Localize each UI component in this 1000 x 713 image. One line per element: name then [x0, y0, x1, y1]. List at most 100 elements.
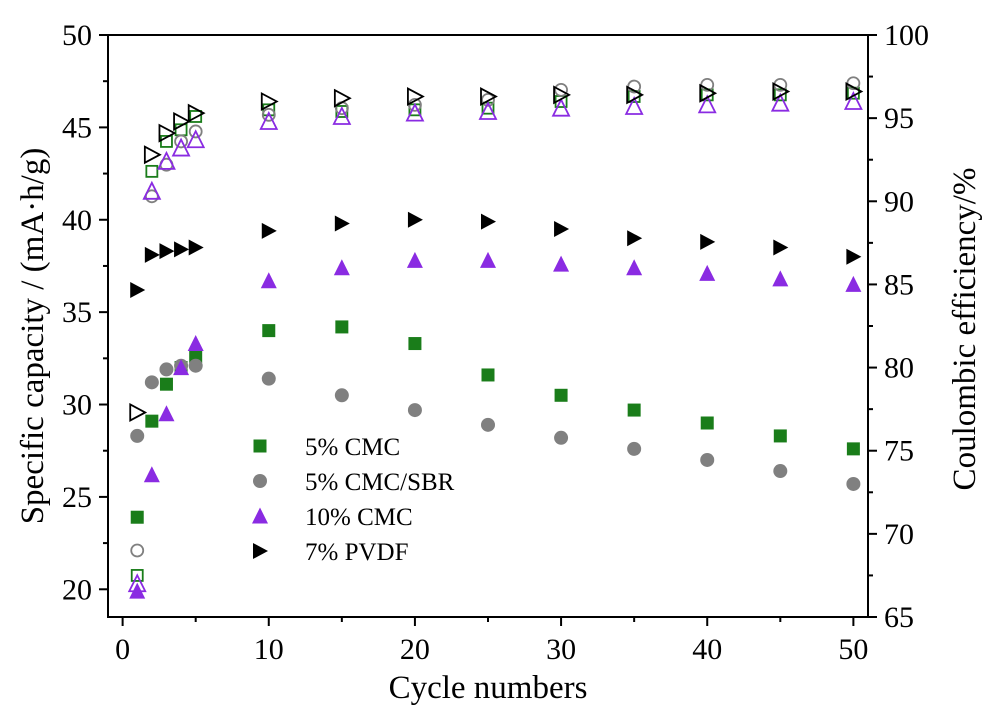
legend: 5% CMC 5% CMC/SBR 10% CMC 7% PVDF [252, 434, 455, 566]
point-7-pvdf-efficiency [260, 92, 279, 112]
y-right-tick-label: 65 [884, 601, 914, 634]
legend-marker [253, 439, 267, 453]
point-5-cmc-sbr-capacity [261, 371, 276, 386]
point-5-cmc-capacity [262, 324, 276, 338]
point-7-pvdf-efficiency [333, 88, 352, 108]
x-tick-label: 50 [838, 633, 868, 666]
point-7-pvdf-capacity [846, 248, 862, 265]
x-tick-label: 20 [400, 633, 430, 666]
y-right-tick-label: 80 [884, 352, 914, 385]
point-7-pvdf-capacity [481, 213, 496, 230]
point-7-pvdf-efficiency [143, 145, 162, 165]
point-5-cmc-sbr-efficiency [261, 107, 276, 122]
point-5-cmc-efficiency [130, 569, 144, 582]
point-5-cmc-capacity [130, 510, 144, 524]
point-7-pvdf-efficiency [158, 123, 177, 143]
point-5-cmc-sbr-efficiency [481, 92, 495, 107]
point-5-cmc-sbr-capacity [188, 358, 203, 373]
point-7-pvdf-efficiency [845, 82, 864, 102]
point-10-cmc-efficiency [332, 105, 352, 125]
point-7-pvdf-efficiency [129, 402, 148, 422]
point-10-cmc-efficiency [186, 129, 206, 149]
point-10-cmc-efficiency [405, 102, 425, 122]
legend-marker [253, 474, 267, 488]
x-tick-label: 30 [546, 633, 576, 666]
point-5-cmc-sbr-capacity [481, 417, 495, 432]
point-5-cmc-capacity [554, 388, 568, 402]
point-5-cmc-capacity [481, 368, 495, 382]
x-axis-title: Cycle numbers [389, 670, 588, 706]
point-10-cmc-capacity [143, 466, 160, 483]
point-10-cmc-capacity [699, 264, 716, 281]
legend-label: 5% CMC [305, 434, 400, 461]
point-10-cmc-efficiency [697, 94, 717, 114]
point-10-cmc-efficiency [551, 97, 571, 117]
y-left-tick-label: 35 [62, 296, 92, 329]
point-5-cmc-efficiency [262, 103, 276, 117]
point-10-cmc-capacity [260, 272, 277, 289]
point-5-cmc-sbr-efficiency [188, 124, 203, 139]
y-right-tick-label: 90 [884, 185, 914, 218]
point-10-cmc-efficiency [478, 100, 498, 120]
point-10-cmc-capacity [626, 259, 643, 276]
point-5-cmc-capacity [773, 429, 787, 443]
point-5-cmc-efficiency [189, 110, 203, 123]
point-5-cmc-sbr-capacity [700, 452, 715, 467]
point-10-cmc-efficiency [843, 91, 863, 110]
point-7-pvdf-capacity [334, 215, 350, 232]
point-5-cmc-sbr-efficiency [130, 543, 145, 558]
point-5-cmc-capacity [335, 320, 349, 334]
point-10-cmc-efficiency [142, 180, 162, 200]
point-5-cmc-sbr-capacity [130, 428, 145, 443]
y-right-tick-label: 75 [884, 435, 914, 468]
legend-label: 7% PVDF [305, 539, 409, 566]
x-tick-label: 0 [115, 633, 130, 666]
point-7-pvdf-efficiency [480, 87, 498, 107]
point-5-cmc-capacity [700, 416, 714, 430]
legend-marker [253, 543, 268, 559]
legend-label: 5% CMC/SBR [305, 469, 455, 496]
point-7-pvdf-efficiency [553, 85, 571, 105]
y-right-tick-label: 95 [884, 102, 914, 135]
point-10-cmc-efficiency [259, 110, 279, 130]
point-5-cmc-capacity [159, 377, 173, 391]
y-right-tick-label: 70 [884, 518, 914, 551]
point-5-cmc-sbr-capacity [627, 441, 642, 456]
point-10-cmc-capacity [772, 270, 789, 287]
y-axis-right-title: Coulombic efficiency/% [947, 168, 983, 491]
point-10-cmc-capacity [158, 405, 175, 422]
data-markers [127, 76, 864, 599]
point-7-pvdf-capacity [144, 246, 160, 263]
point-7-pvdf-capacity [627, 230, 643, 247]
point-5-cmc-sbr-capacity [407, 403, 422, 418]
point-10-cmc-efficiency [770, 92, 790, 112]
point-5-cmc-sbr-capacity [773, 464, 788, 479]
point-5-cmc-efficiency [145, 164, 159, 178]
x-tick-label: 10 [254, 633, 284, 666]
point-10-cmc-capacity [173, 359, 190, 376]
point-7-pvdf-capacity [188, 239, 204, 256]
point-7-pvdf-capacity [261, 222, 277, 239]
point-10-cmc-capacity [480, 251, 496, 268]
point-5-cmc-sbr-capacity [334, 388, 349, 403]
point-7-pvdf-capacity [159, 243, 175, 260]
plot-frame [107, 34, 869, 618]
point-10-cmc-efficiency [171, 137, 191, 157]
point-10-cmc-efficiency [624, 95, 644, 115]
point-5-cmc-sbr-efficiency [554, 82, 568, 97]
legend-label: 10% CMC [305, 504, 413, 531]
point-10-cmc-capacity [406, 251, 423, 268]
point-10-cmc-efficiency [157, 150, 176, 170]
legend-marker [252, 507, 268, 524]
point-5-cmc-capacity [145, 414, 159, 428]
point-10-cmc-efficiency [127, 573, 147, 593]
point-7-pvdf-efficiency [772, 82, 791, 102]
point-5-cmc-sbr-efficiency [174, 134, 188, 149]
point-5-cmc-efficiency [160, 135, 173, 148]
y-left-tick-label: 30 [62, 389, 92, 422]
point-7-pvdf-capacity [130, 281, 146, 298]
point-10-cmc-capacity [187, 335, 204, 352]
y-left-tick-label: 45 [62, 111, 92, 144]
y-right-tick-label: 85 [884, 268, 914, 301]
